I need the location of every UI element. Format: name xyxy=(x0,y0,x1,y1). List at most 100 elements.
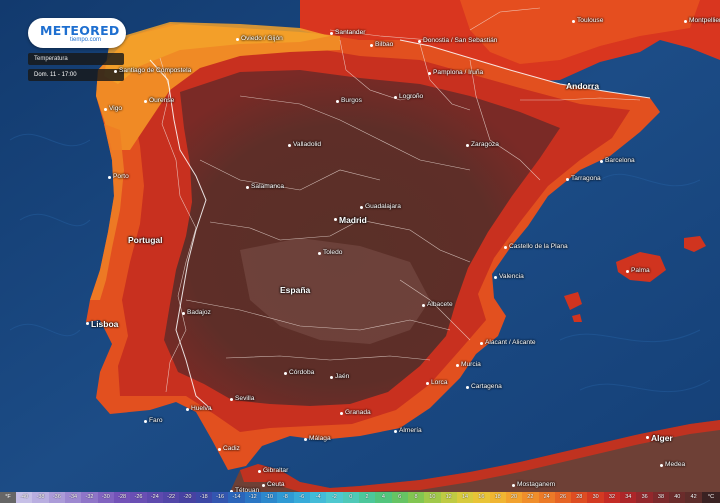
place-label-palma[interactable]: Palma xyxy=(626,267,650,275)
place-label-almeria[interactable]: Almería xyxy=(394,427,422,435)
place-label-pamplona[interactable]: Pamplona / Iruña xyxy=(428,69,483,77)
france-hot-band xyxy=(460,0,700,64)
place-label-barcelona[interactable]: Barcelona xyxy=(600,157,635,165)
place-label-gibraltar[interactable]: Gibraltar xyxy=(258,467,288,475)
legend-bin: -12 xyxy=(244,492,261,503)
portugal-coast-band xyxy=(90,124,124,300)
legend-bin: 18 xyxy=(489,492,506,503)
legend-bin: -10 xyxy=(260,492,278,503)
place-label-lisboa[interactable]: Lisboa xyxy=(86,320,118,329)
legend-unit-celsius-toggle[interactable]: °C xyxy=(702,492,720,503)
place-label-vigo[interactable]: Vigo xyxy=(104,105,122,113)
legend-bin: 24 xyxy=(538,492,555,503)
place-label-santiago[interactable]: Santiago de Compostela xyxy=(114,67,191,75)
place-label-lorca[interactable]: Lorca xyxy=(426,379,448,387)
legend-bin: 12 xyxy=(440,492,457,503)
place-label-valencia[interactable]: Valencia xyxy=(494,273,524,281)
logo-wordmark: METEORED xyxy=(40,23,120,38)
place-label-montpellier[interactable]: Montpellier xyxy=(684,17,720,25)
place-label-burgos[interactable]: Burgos xyxy=(336,97,362,105)
place-label-ceuta[interactable]: Ceuta xyxy=(262,481,285,489)
place-label-oviedo-gijon[interactable]: Oviedo / Gijón xyxy=(236,35,283,43)
legend-bin: 36 xyxy=(636,492,653,503)
legend-bin: -18 xyxy=(195,492,212,503)
place-label-toledo[interactable]: Toledo xyxy=(318,249,342,257)
place-label-cartagena[interactable]: Cartagena xyxy=(466,383,502,391)
place-label-madrid[interactable]: Madrid xyxy=(334,216,367,225)
place-label-albacete[interactable]: Albacete xyxy=(422,301,453,309)
legend-bin: -26 xyxy=(130,492,147,503)
legend-bin: 38 xyxy=(652,492,670,503)
legend-bin: -8 xyxy=(277,492,294,503)
place-label-ourense[interactable]: Ourense xyxy=(144,97,174,105)
legend-bin: 14 xyxy=(456,492,474,503)
legend-bin: 6 xyxy=(391,492,408,503)
country-borders xyxy=(149,39,651,411)
legend-bin: -2 xyxy=(326,492,343,503)
place-label-toulouse[interactable]: Toulouse xyxy=(572,17,603,25)
layer-label: Temperatura xyxy=(28,53,124,65)
place-label-cordoba[interactable]: Córdoba xyxy=(284,369,314,377)
place-label-salamanca[interactable]: Salamanca xyxy=(246,183,284,191)
ibiza-island xyxy=(564,292,582,310)
place-label-granada[interactable]: Granada xyxy=(340,409,371,417)
place-label-castellon[interactable]: Castello de la Plana xyxy=(504,243,568,251)
region-borders xyxy=(159,7,641,393)
legend-bin: 32 xyxy=(603,492,621,503)
legend-bin: 8 xyxy=(407,492,425,503)
legend-bin: 10 xyxy=(424,492,441,503)
place-label-badajoz[interactable]: Badajoz xyxy=(182,309,211,317)
place-label-valladolid[interactable]: Valladolid xyxy=(288,141,321,149)
place-label-bilbao[interactable]: Bilbao xyxy=(370,41,393,49)
place-label-faro[interactable]: Faro xyxy=(144,417,163,425)
place-label-guadalajara[interactable]: Guadalajara xyxy=(360,203,401,211)
place-label-cadiz[interactable]: Cadiz xyxy=(218,445,240,453)
place-label-portugal[interactable]: Portugal xyxy=(128,235,163,245)
place-label-tarragona[interactable]: Tarragona xyxy=(566,175,601,183)
legend-bin: -20 xyxy=(179,492,196,503)
place-label-alger[interactable]: Alger xyxy=(646,434,673,443)
legend-bin: 40 xyxy=(669,492,686,503)
meteored-logo[interactable]: METEORED tiempo.com xyxy=(28,18,126,48)
meseta-cooler-area xyxy=(240,238,430,344)
legend-bin: 42 xyxy=(685,492,702,503)
place-label-donostia[interactable]: Donostia / San Sebastián xyxy=(418,37,497,45)
place-label-tetouan[interactable]: Tétouan xyxy=(230,487,259,495)
legend-bin: -4 xyxy=(309,492,327,503)
legend-bin: -14 xyxy=(228,492,245,503)
place-label-andorra[interactable]: Andorra xyxy=(566,81,600,91)
legend-bin: 16 xyxy=(473,492,490,503)
place-label-santander[interactable]: Santander xyxy=(330,29,365,37)
mallorca-island xyxy=(616,252,666,282)
legend-bin: -38 xyxy=(32,492,49,503)
legend-bin: 4 xyxy=(375,492,392,503)
place-label-malaga[interactable]: Málaga xyxy=(304,435,331,443)
legend-bin: -34 xyxy=(64,492,82,503)
temperature-legend: °F -40 -38 -36 -34 -32 -30 -28 -26 -24 -22 -20 -18-… xyxy=(0,492,720,503)
legend-bin: 26 xyxy=(554,492,572,503)
place-label-murcia[interactable]: Murcia xyxy=(456,361,481,369)
place-label-alicante[interactable]: Alacant / Alicante xyxy=(480,339,536,347)
place-label-medea[interactable]: Medea xyxy=(660,461,685,469)
forecast-datetime[interactable]: Dom. 11 - 17:00 xyxy=(28,69,124,81)
place-label-espana[interactable]: España xyxy=(280,285,311,295)
place-label-jaen[interactable]: Jaén xyxy=(330,373,349,381)
legend-unit-fahrenheit-toggle[interactable]: °F xyxy=(0,492,16,503)
legend-bin: 28 xyxy=(571,492,588,503)
sea-texture xyxy=(9,133,711,393)
legend-bin: -40 xyxy=(16,492,33,503)
menorca-island xyxy=(684,236,706,252)
legend-bin: -6 xyxy=(293,492,310,503)
place-label-logrono[interactable]: Logroño xyxy=(394,93,423,101)
north-africa-landmass xyxy=(230,420,720,492)
legend-bin: -16 xyxy=(211,492,229,503)
place-label-sevilla[interactable]: Sevilla xyxy=(230,395,254,403)
place-label-mostaganem[interactable]: Mostaganem xyxy=(512,481,555,489)
place-label-porto[interactable]: Porto xyxy=(108,173,129,181)
legend-bin: 20 xyxy=(505,492,523,503)
logo-domain: tiempo.com xyxy=(70,37,102,43)
place-label-zaragoza[interactable]: Zaragoza xyxy=(466,141,499,149)
place-label-huelva[interactable]: Huelva xyxy=(186,405,212,413)
